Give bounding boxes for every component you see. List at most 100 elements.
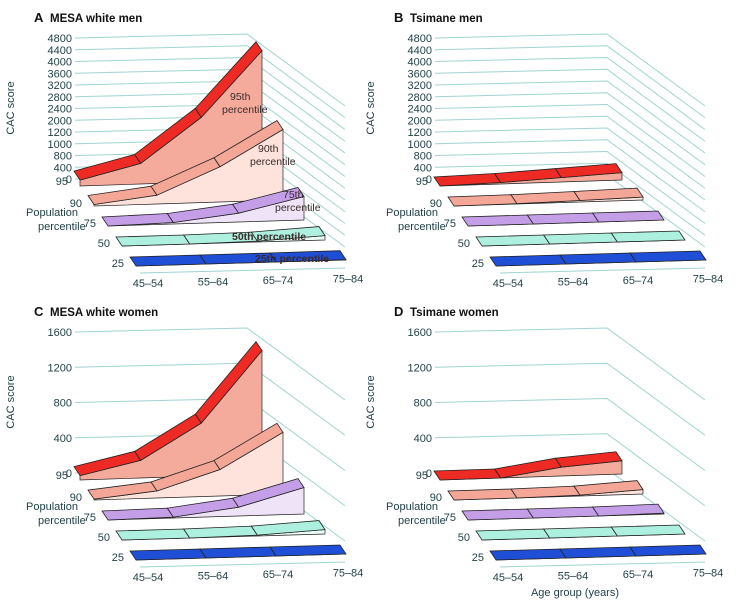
ribbon-segment-90 — [447, 194, 518, 207]
ribbon-segment-25 — [559, 546, 637, 559]
x-tick-label: 65–74 — [623, 569, 654, 581]
gridline — [434, 127, 706, 201]
gridline — [434, 327, 706, 401]
percentile-tick-label: 95 — [56, 176, 68, 188]
x-tick-label: 75–84 — [333, 568, 364, 580]
y-tick-label: 4000 — [48, 57, 72, 69]
ribbon-segment-90 — [447, 488, 518, 501]
y-tick-label: 800 — [414, 398, 432, 410]
x-tick-label: 75–84 — [693, 568, 724, 580]
ribbon-segment-75 — [526, 506, 600, 519]
z-axis-label: percentile — [38, 221, 86, 233]
x-axis-label: Age group (years) — [531, 587, 619, 599]
x-tick-label: 75–84 — [333, 274, 364, 286]
z-axis-label: Population — [386, 207, 438, 219]
ribbon-segment-25 — [629, 250, 707, 263]
percentile-tick-label: 50 — [98, 532, 110, 544]
x-axis-line — [499, 561, 706, 568]
panel-letter: D — [394, 304, 403, 319]
y-tick-label: 800 — [54, 398, 72, 410]
y-tick-label: 3600 — [408, 68, 432, 80]
y-axis-label: CAC score — [5, 375, 17, 428]
x-tick-label: 45–54 — [493, 278, 524, 290]
percentile-tick-label: 50 — [458, 532, 470, 544]
percentile-tick-label: 95 — [416, 470, 428, 482]
series-annotation: 50th percentile — [232, 231, 306, 243]
y-tick-label: 4800 — [48, 33, 72, 45]
ribbon-segment-25 — [559, 252, 637, 265]
gridline — [434, 362, 706, 436]
x-tick-label: 75–84 — [693, 274, 724, 286]
x-tick-label: 45–54 — [493, 572, 524, 584]
x-tick-label: 45–54 — [133, 278, 164, 290]
z-axis-label: percentile — [398, 515, 446, 527]
series-annotation: 25th percentile — [255, 253, 329, 265]
series-annotation-line: 90th — [258, 143, 279, 155]
y-tick-label: 400 — [54, 433, 72, 445]
y-tick-label: 400 — [54, 162, 72, 174]
x-axis-line — [139, 561, 346, 568]
percentile-tick-label: 90 — [430, 198, 442, 210]
ribbon-segment-50 — [250, 520, 326, 536]
x-tick-label: 55–64 — [198, 277, 229, 289]
ribbon-segment-95 — [433, 468, 502, 481]
y-tick-label: 800 — [54, 151, 72, 163]
y-tick-label: 4400 — [408, 45, 432, 57]
panel-title: MESA white women — [50, 307, 158, 319]
x-tick-label: 45–54 — [133, 572, 164, 584]
y-tick-label: 1600 — [48, 327, 72, 339]
panel-letter: B — [394, 10, 403, 25]
ribbon-segment-75 — [591, 210, 665, 223]
panel-title: Tsimane women — [410, 307, 499, 319]
y-tick-label: 0 — [426, 174, 432, 186]
y-tick-label: 1200 — [48, 362, 72, 374]
percentile-tick-label: 75 — [444, 218, 456, 230]
ribbon-segment-50 — [475, 234, 551, 247]
ribbon-segment-50 — [610, 524, 686, 537]
x-tick-label: 65–74 — [263, 569, 294, 581]
ribbon-segment-25 — [269, 544, 347, 557]
panel-title: Tsimane men — [410, 13, 483, 25]
y-tick-label: 2800 — [408, 92, 432, 104]
x-axis-line — [139, 267, 346, 274]
x-tick-label: 65–74 — [623, 275, 654, 287]
ribbon-segment-75 — [461, 508, 535, 521]
ribbon-segment-50 — [115, 234, 191, 247]
panel-letter: A — [34, 10, 44, 25]
y-tick-label: 2400 — [48, 104, 72, 116]
percentile-tick-label: 75 — [444, 512, 456, 524]
y-tick-label: 0 — [66, 174, 72, 186]
ribbon-segment-25 — [199, 546, 277, 559]
ribbon-segment-75 — [526, 212, 600, 225]
y-tick-label: 400 — [414, 433, 432, 445]
percentile-tick-label: 25 — [472, 552, 484, 564]
series-annotation-line: 95th — [230, 91, 251, 103]
x-tick-label: 65–74 — [263, 275, 294, 287]
y-tick-label: 3600 — [48, 68, 72, 80]
y-tick-label: 1000 — [408, 139, 432, 151]
gridline — [434, 162, 706, 236]
y-tick-label: 3200 — [48, 80, 72, 92]
series-annotation-line: percentile — [275, 202, 321, 214]
ribbon-segment-75 — [591, 503, 665, 517]
y-tick-label: 4800 — [408, 33, 432, 45]
y-tick-label: 0 — [66, 468, 72, 480]
gridline — [74, 45, 346, 119]
gridline — [434, 115, 706, 189]
series-annotation-line: percentile — [222, 104, 268, 116]
gridline — [434, 150, 706, 224]
ribbon-segment-50 — [475, 528, 551, 541]
gridline — [434, 397, 706, 471]
percentile-tick-label: 95 — [56, 470, 68, 482]
gridline — [434, 92, 706, 166]
y-tick-label: 2400 — [408, 104, 432, 116]
ribbon-segment-50 — [542, 526, 619, 539]
ribbon-segment-75 — [461, 214, 535, 227]
gridline — [434, 139, 706, 213]
x-axis-line — [499, 267, 706, 274]
percentile-tick-label: 25 — [472, 258, 484, 270]
ribbon-segment-90 — [213, 422, 284, 471]
ribbon-segment-75 — [232, 478, 305, 508]
